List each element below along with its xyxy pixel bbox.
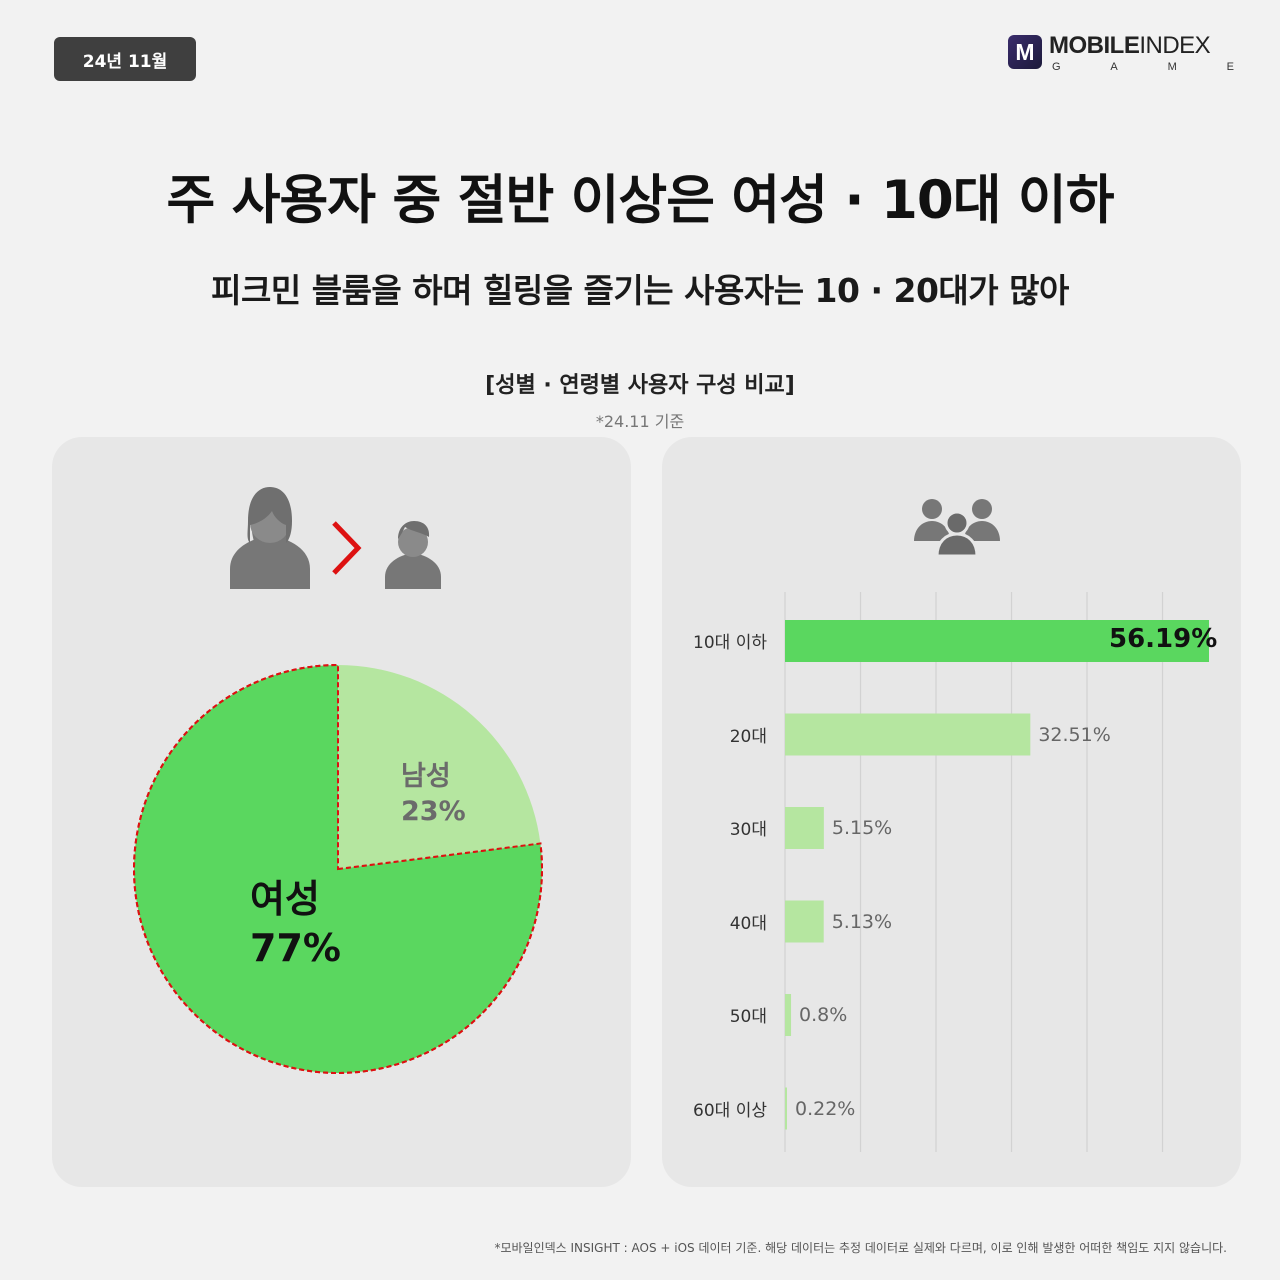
- footnote: *모바일인덱스 INSIGHT : AOS + iOS 데이터 기준. 해당 데…: [494, 1241, 1227, 1255]
- bar-value-label: 0.22%: [795, 1097, 856, 1120]
- age-panel: 10대 이하 56.19% 20대 32.51% 30대 5.15% 40대 5.13% 50대…: [662, 437, 1241, 1187]
- pie-slice-female-outline: [133, 663, 543, 1074]
- page-title: 주 사용자 중 절반 이상은 여성 · 10대 이하: [166, 170, 1115, 231]
- male-user-icon: [385, 521, 441, 589]
- bar-gridlines: [784, 592, 1164, 1152]
- bar-value-label: 5.13%: [831, 910, 893, 933]
- bar-category-label: 10대 이하: [693, 633, 767, 653]
- bar-0: [785, 620, 1209, 662]
- bar-category-label: 20대: [729, 726, 767, 747]
- bar-3: [785, 900, 824, 943]
- bar-value-label: 56.19%: [1109, 624, 1218, 654]
- logo-mark-icon: M: [1008, 35, 1042, 69]
- gender-chart-svg: [133, 487, 543, 1074]
- chart-date-note: *24.11 기준: [595, 412, 685, 431]
- age-bars: [785, 620, 1209, 1130]
- greater-than-icon: [332, 521, 362, 575]
- gender-panel: 여성 77% 남성 23%: [52, 437, 631, 1187]
- bar-category-label: 60대 이상: [693, 1100, 767, 1121]
- age-chart-svg: [784, 499, 1209, 1152]
- pie-label-male: 남성 23%: [401, 761, 466, 828]
- bar-1: [785, 713, 1031, 756]
- chart-title: [성별 · 연령별 사용자 구성 비교]: [485, 373, 795, 398]
- bar-category-label: 30대: [729, 820, 767, 840]
- logo-wordmark: MOBILEINDEX: [1049, 32, 1211, 59]
- user-group-icon: [914, 499, 1000, 558]
- bar-category-label: 40대: [729, 913, 767, 934]
- bar-4: [785, 994, 792, 1036]
- gender-pie: [133, 663, 543, 1074]
- pie-slice-male: [338, 665, 541, 869]
- page-subtitle: 피크민 블룸을 하며 힐링을 즐기는 사용자는 10 · 20대가 많아: [211, 271, 1069, 310]
- bar-value-label: 5.15%: [831, 817, 893, 839]
- date-badge: 24년 11월: [54, 37, 196, 81]
- bar-5: [785, 1087, 787, 1130]
- bar-value-label: 0.8%: [799, 1004, 848, 1026]
- bar-value-label: 32.51%: [1038, 723, 1111, 746]
- bar-category-label: 50대: [729, 1007, 767, 1027]
- pie-label-female: 여성 77%: [250, 877, 341, 971]
- bar-2: [785, 807, 824, 849]
- female-user-icon: [230, 487, 310, 589]
